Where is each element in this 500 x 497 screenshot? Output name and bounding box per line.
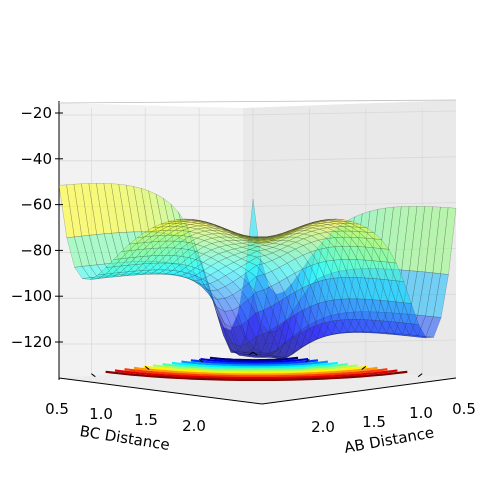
ab-tick-mark	[252, 351, 258, 356]
z-tick-label: −40	[20, 150, 52, 168]
ab-tick-mark	[91, 373, 96, 378]
contour-line	[133, 366, 378, 376]
contour-line	[171, 361, 338, 369]
contour-line	[124, 368, 388, 378]
bc-tick-label: 1.0	[89, 405, 113, 423]
bc-tick-mark	[248, 351, 254, 356]
contour-line	[105, 370, 408, 381]
contour-line	[209, 356, 299, 362]
z-tick-label: −80	[20, 241, 52, 259]
contour-line	[200, 357, 309, 364]
back-top-edge	[58, 99, 457, 104]
z-tick-label: −60	[20, 196, 52, 214]
bc-axis-ticks: 0.5 1.0 1.5 2.0	[45, 351, 423, 435]
bc-tick-mark	[361, 366, 367, 370]
ab-tick-label: 1.0	[409, 404, 433, 422]
contour-projection	[105, 356, 408, 381]
ab-tick-mark	[144, 366, 150, 370]
ab-tick-label: 0.5	[452, 400, 476, 418]
z-gridline	[59, 110, 457, 116]
ab-tick-mark	[198, 358, 204, 363]
ab-tick-label: 1.5	[362, 413, 386, 431]
surface-plot	[58, 183, 457, 359]
z-tick-label: −120	[11, 333, 52, 351]
bc-tick-label: 0.5	[45, 400, 69, 418]
z-tick-label: −100	[11, 287, 52, 305]
bc-tick-label: 1.5	[134, 411, 158, 429]
ab-axis-spine	[261, 377, 457, 405]
contour-line	[162, 363, 348, 371]
contour-line	[152, 364, 358, 373]
surface-facet	[254, 242, 270, 245]
z-tick-label: −20	[20, 104, 52, 122]
bc-tick-label: 2.0	[182, 417, 206, 435]
contour-line	[143, 365, 368, 374]
ab-tick-label: 2.0	[311, 418, 335, 436]
contour-line	[181, 360, 329, 367]
bc-tick-mark	[417, 373, 423, 378]
z-gridline	[59, 156, 457, 162]
bc-tick-mark	[305, 358, 310, 363]
ab-axis-ticks: 0.5 1.0 1.5 2.0	[91, 351, 476, 436]
x-axis-label: AB Distance	[343, 423, 436, 457]
contour-line	[114, 369, 398, 380]
contour-line	[190, 359, 319, 365]
bc-axis-spine	[58, 377, 263, 405]
z-axis-ticks: −20 −40 −60 −80 −100 −120	[11, 104, 63, 351]
